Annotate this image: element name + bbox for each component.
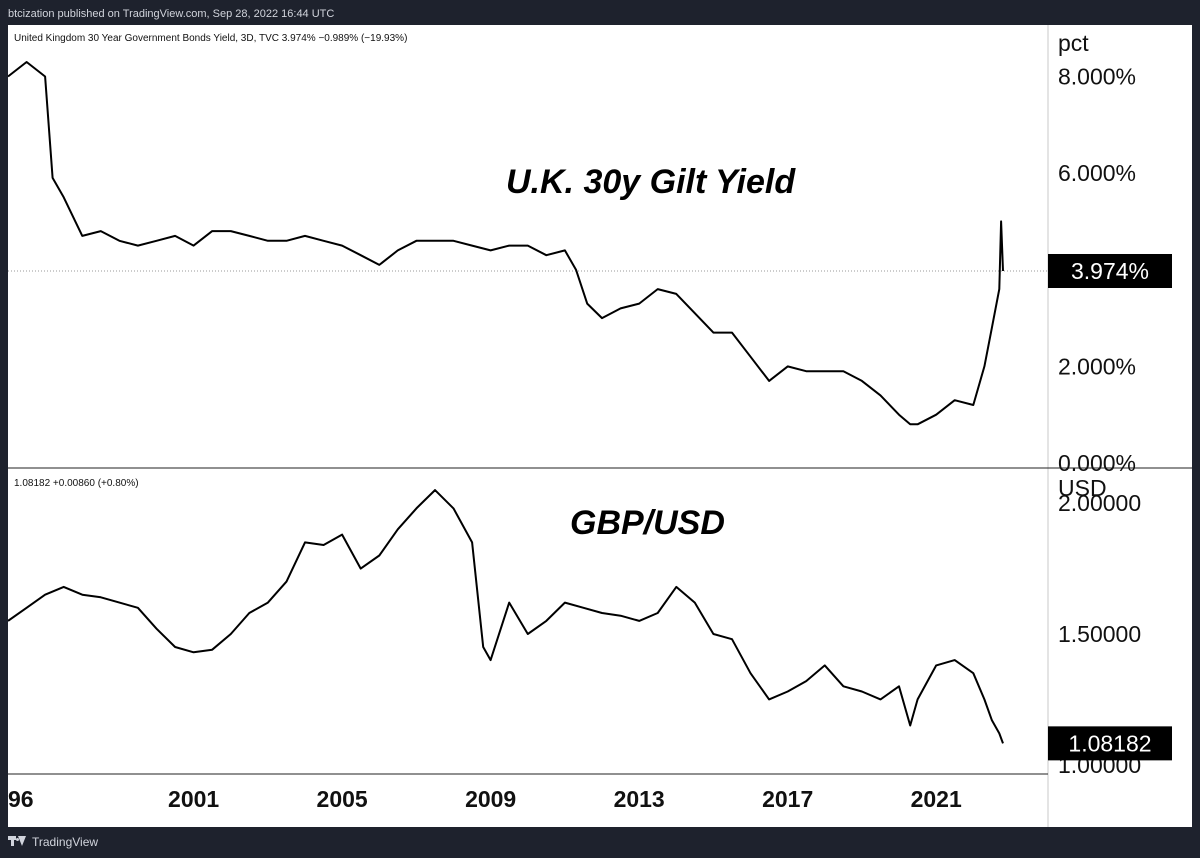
y-tick-label: 2.000%	[1058, 353, 1136, 379]
y-tick-label: 1.50000	[1058, 621, 1141, 647]
gbpusd-line	[8, 489, 1004, 744]
last-price-badge-bg	[1048, 253, 1172, 288]
x-tick-label: 2001	[168, 786, 219, 812]
gilt-yield-line	[8, 61, 1004, 426]
charts-svg: United Kingdom 30 Year Government Bonds …	[8, 25, 1192, 827]
y-axis-ticks-pct: 8.000% 6.000% 2.000% 0.000%	[1058, 63, 1136, 476]
axis-unit-usd: USD	[1058, 475, 1107, 501]
last-price-badge-text: 1.08182	[1068, 730, 1151, 756]
last-price-badge-pct: 3.974%	[1048, 253, 1172, 288]
gilt-yield-pane[interactable]: United Kingdom 30 Year Government Bonds …	[8, 30, 1172, 476]
legend-gbpusd: 1.08182 +0.00860 (+0.80%)	[14, 478, 139, 489]
publish-info: btcization published on TradingView.com,…	[8, 8, 335, 20]
x-tick-label: 2013	[614, 786, 665, 812]
last-price-badge-text: 3.974%	[1071, 258, 1149, 284]
y-tick-label: 2.00000	[1058, 490, 1141, 516]
tradingview-footer[interactable]: TradingView	[8, 832, 98, 852]
y-tick-label: 8.000%	[1058, 63, 1136, 89]
footer-brand: TradingView	[32, 835, 99, 849]
y-tick-label: 6.000%	[1058, 160, 1136, 186]
last-price-badge-bg	[1048, 726, 1172, 761]
x-tick-label: 2005	[317, 786, 368, 812]
time-axis[interactable]: 1996 2001 2005 2009 2013 2017 2021	[8, 786, 962, 812]
annotation-gilt: U.K. 30y Gilt Yield	[506, 163, 796, 201]
y-tick-label: 0.000%	[1058, 450, 1136, 476]
x-tick-label: 1996	[8, 786, 34, 812]
legend-gilt: United Kingdom 30 Year Government Bonds …	[14, 33, 407, 44]
gbpusd-pane[interactable]: 1.08182 +0.00860 (+0.80%) USD GBP/USD 2.…	[8, 475, 1172, 778]
chart-area[interactable]: United Kingdom 30 Year Government Bonds …	[8, 25, 1192, 827]
axis-unit-pct: pct	[1058, 30, 1089, 56]
annotation-gbpusd: GBP/USD	[570, 504, 725, 542]
last-price-badge-usd: 1.08182	[1048, 726, 1172, 761]
tradingview-logo-icon	[8, 836, 26, 848]
x-tick-label: 2017	[762, 786, 813, 812]
x-tick-label: 2009	[465, 786, 516, 812]
x-tick-label: 2021	[911, 786, 962, 812]
